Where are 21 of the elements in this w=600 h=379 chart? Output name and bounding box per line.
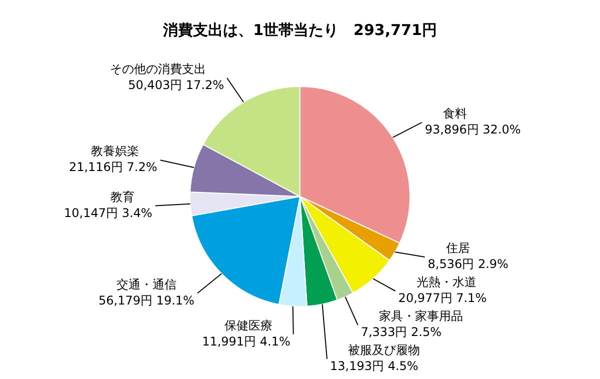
slice-label: 交通・通信	[116, 277, 176, 292]
slice-label: その他の消費支出	[110, 62, 206, 76]
slice-label: 保健医療	[224, 318, 272, 332]
slice-label: 教養娯楽	[91, 144, 140, 158]
data-label: 50,403円 17.2%	[128, 78, 224, 92]
data-label: 56,179円 19.1%	[98, 293, 194, 308]
data-label: 20,977円 7.1%	[398, 291, 487, 306]
slice-label: 家具・家事用品	[378, 309, 463, 324]
slice-label: 住居	[444, 241, 470, 256]
slice-label: 教育	[110, 190, 134, 204]
slice-label: 食料	[442, 106, 467, 121]
data-label: 10,147円 3.4%	[64, 206, 152, 220]
slice-label: 光熱・水道	[416, 275, 476, 290]
data-label: 8,536円 2.9%	[428, 257, 508, 272]
data-label: 7,333円 2.5%	[360, 325, 442, 340]
data-label: 13,193円 4.5%	[330, 359, 418, 374]
data-label: 11,991円 4.1%	[202, 334, 290, 348]
data-label: 93,896円 32.0%	[424, 122, 521, 137]
chart-title: 消費支出は、1世帯当たり 293,771円	[162, 20, 437, 39]
slice-label: 被服及び履物	[348, 343, 420, 358]
data-label: 21,116円 7.2%	[68, 160, 158, 174]
